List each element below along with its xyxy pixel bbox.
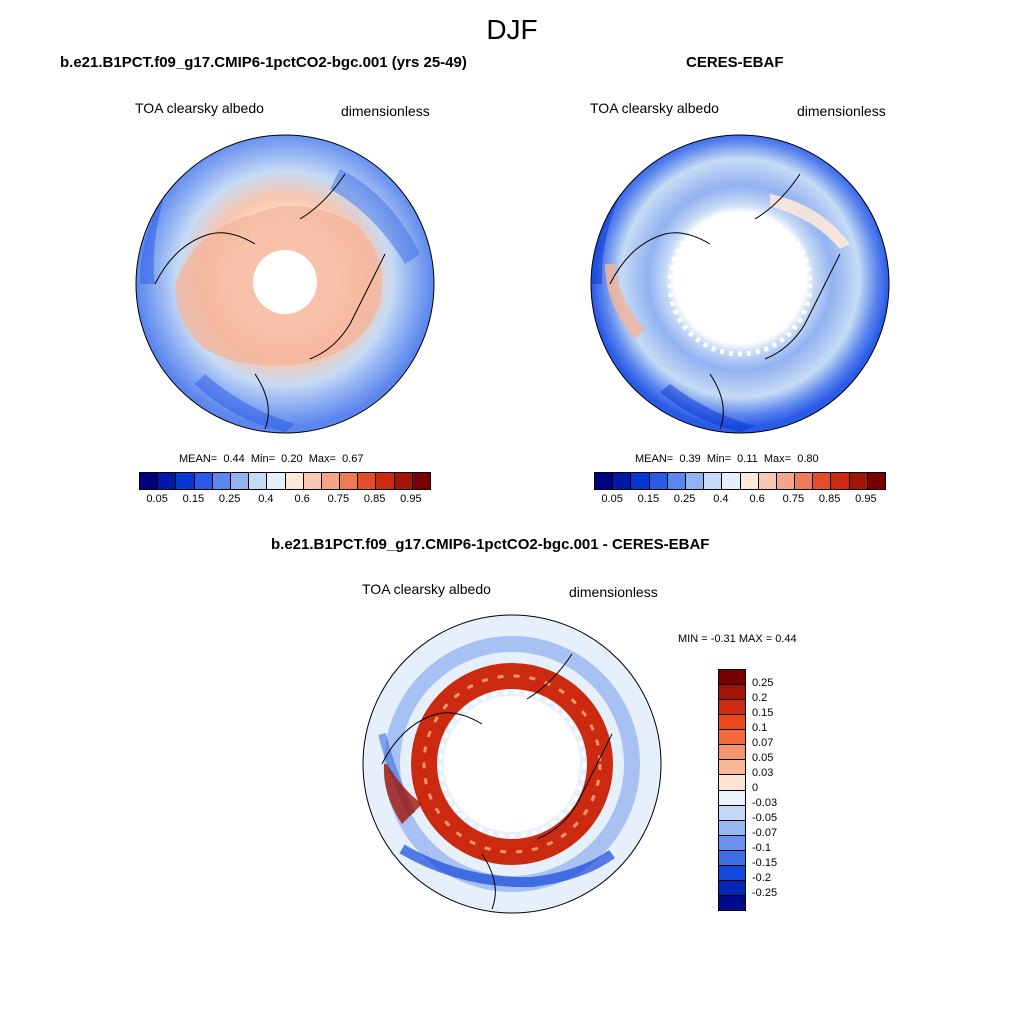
diff-colorbar-label: -0.25: [752, 887, 778, 899]
model-colorbar-swatch: [394, 473, 413, 489]
model-colorbar-swatch: [285, 473, 304, 489]
model-variable-label: TOA clearsky albedo: [135, 100, 264, 116]
model-colorbar: [139, 472, 431, 490]
diff-colorbar-swatch: [719, 895, 745, 910]
model-colorbar-label: 0.75: [327, 493, 350, 505]
diff-colorbar-swatch: [719, 850, 745, 866]
obs-colorbar-label: 0.75: [782, 493, 805, 505]
model-colorbar-label: 0.15: [182, 493, 205, 505]
diff-colorbar-label: 0.25: [752, 677, 774, 689]
model-panel-title: b.e21.B1PCT.f09_g17.CMIP6-1pctCO2-bgc.00…: [60, 54, 467, 71]
obs-colorbar-swatch: [813, 473, 832, 489]
obs-colorbar-swatch: [685, 473, 705, 489]
diff-colorbar-label: 0.03: [752, 767, 774, 779]
model-colorbar-label: 0.95: [400, 493, 422, 505]
diff-colorbar-swatch: [719, 820, 745, 836]
model-colorbar-label: 0.6: [294, 493, 310, 505]
diff-units-label: dimensionless: [569, 584, 658, 600]
model-colorbar-swatch: [249, 473, 268, 489]
diff-colorbar-swatch: [719, 700, 745, 716]
diff-colorbar-swatch: [719, 775, 745, 791]
obs-colorbar-swatch: [867, 473, 885, 489]
season-title: DJF: [486, 14, 538, 45]
diff-colorbar-swatch: [719, 835, 745, 851]
diff-panel-title: b.e21.B1PCT.f09_g17.CMIP6-1pctCO2-bgc.00…: [271, 536, 710, 553]
model-stats: MEAN= 0.44 Min= 0.20 Max= 0.67: [179, 453, 364, 465]
model-units-label: dimensionless: [341, 103, 430, 119]
model-colorbar-label: 0.4: [258, 493, 274, 505]
obs-colorbar-swatch: [667, 473, 686, 489]
model-colorbar-label: 0.25: [218, 493, 241, 505]
obs-colorbar-swatch: [849, 473, 868, 489]
diff-colorbar-label: 0.07: [752, 737, 774, 749]
diff-colorbar-label: 0.15: [752, 707, 774, 719]
obs-colorbar-label: 0.25: [673, 493, 696, 505]
diff-colorbar-swatch: [719, 670, 745, 686]
diff-colorbar-label: -0.03: [752, 797, 778, 809]
diff-colorbar-label: -0.1: [752, 842, 771, 854]
diff-colorbar-swatch: [719, 715, 745, 731]
obs-colorbar: [594, 472, 886, 490]
obs-colorbar-swatch: [776, 473, 796, 489]
obs-colorbar-swatch: [831, 473, 850, 489]
model-colorbar-swatch: [340, 473, 359, 489]
model-colorbar-swatch: [230, 473, 250, 489]
diff-colorbar-label: 0.05: [752, 752, 774, 764]
obs-colorbar-label: 0.95: [855, 493, 877, 505]
model-colorbar-swatch: [376, 473, 395, 489]
diff-variable-label: TOA clearsky albedo: [362, 581, 491, 597]
model-colorbar-label: 0.85: [363, 493, 386, 505]
obs-colorbar-swatch: [795, 473, 814, 489]
model-colorbar-swatch: [176, 473, 195, 489]
obs-colorbar-label: 0.15: [637, 493, 660, 505]
obs-colorbar-label: 0.6: [749, 493, 765, 505]
diff-colorbar-swatch: [719, 730, 745, 746]
diff-colorbar-label: 0.1: [752, 722, 768, 734]
obs-colorbar-label: 0.05: [601, 493, 623, 505]
diff-colorbar-label: -0.05: [752, 812, 778, 824]
model-colorbar-swatch: [303, 473, 322, 489]
diff-colorbar-label: 0.2: [752, 692, 768, 704]
diff-colorbar: [718, 669, 746, 911]
model-colorbar-swatch: [358, 473, 377, 489]
model-colorbar-swatch: [267, 473, 286, 489]
obs-polar-map: [590, 134, 890, 434]
model-polar-map: [135, 134, 435, 434]
diff-colorbar-swatch: [719, 805, 745, 821]
obs-panel-title: CERES-EBAF: [686, 54, 784, 71]
diff-colorbar-swatch: [719, 865, 745, 881]
obs-variable-label: TOA clearsky albedo: [590, 100, 719, 116]
diff-colorbar-label: -0.2: [752, 872, 771, 884]
diff-polar-map: [362, 614, 662, 914]
obs-stats: MEAN= 0.39 Min= 0.11 Max= 0.80: [635, 453, 819, 465]
obs-units-label: dimensionless: [797, 103, 886, 119]
model-colorbar-swatch: [412, 473, 430, 489]
obs-colorbar-swatch: [631, 473, 650, 489]
model-colorbar-swatch: [140, 473, 159, 489]
obs-colorbar-swatch: [704, 473, 723, 489]
obs-colorbar-label: 0.85: [818, 493, 841, 505]
obs-colorbar-swatch: [740, 473, 759, 489]
model-colorbar-swatch: [212, 473, 231, 489]
model-colorbar-swatch: [194, 473, 213, 489]
obs-colorbar-label: 0.4: [713, 493, 729, 505]
obs-colorbar-swatch: [613, 473, 632, 489]
obs-colorbar-swatch: [758, 473, 777, 489]
model-colorbar-swatch: [158, 473, 177, 489]
diff-colorbar-swatch: [719, 790, 745, 806]
obs-colorbar-swatch: [595, 473, 614, 489]
diff-colorbar-swatch: [719, 685, 745, 701]
diff-colorbar-swatch: [719, 880, 745, 896]
obs-colorbar-swatch: [722, 473, 741, 489]
model-colorbar-label: 0.05: [146, 493, 168, 505]
diff-colorbar-label: -0.15: [752, 857, 778, 869]
diff-colorbar-label: -0.07: [752, 827, 778, 839]
diff-colorbar-swatch: [719, 760, 745, 776]
diff-colorbar-swatch: [719, 745, 745, 761]
diff-minmax: MIN = -0.31 MAX = 0.44: [678, 633, 797, 645]
model-colorbar-swatch: [321, 473, 341, 489]
diff-colorbar-label: 0: [752, 782, 759, 794]
obs-colorbar-swatch: [649, 473, 668, 489]
